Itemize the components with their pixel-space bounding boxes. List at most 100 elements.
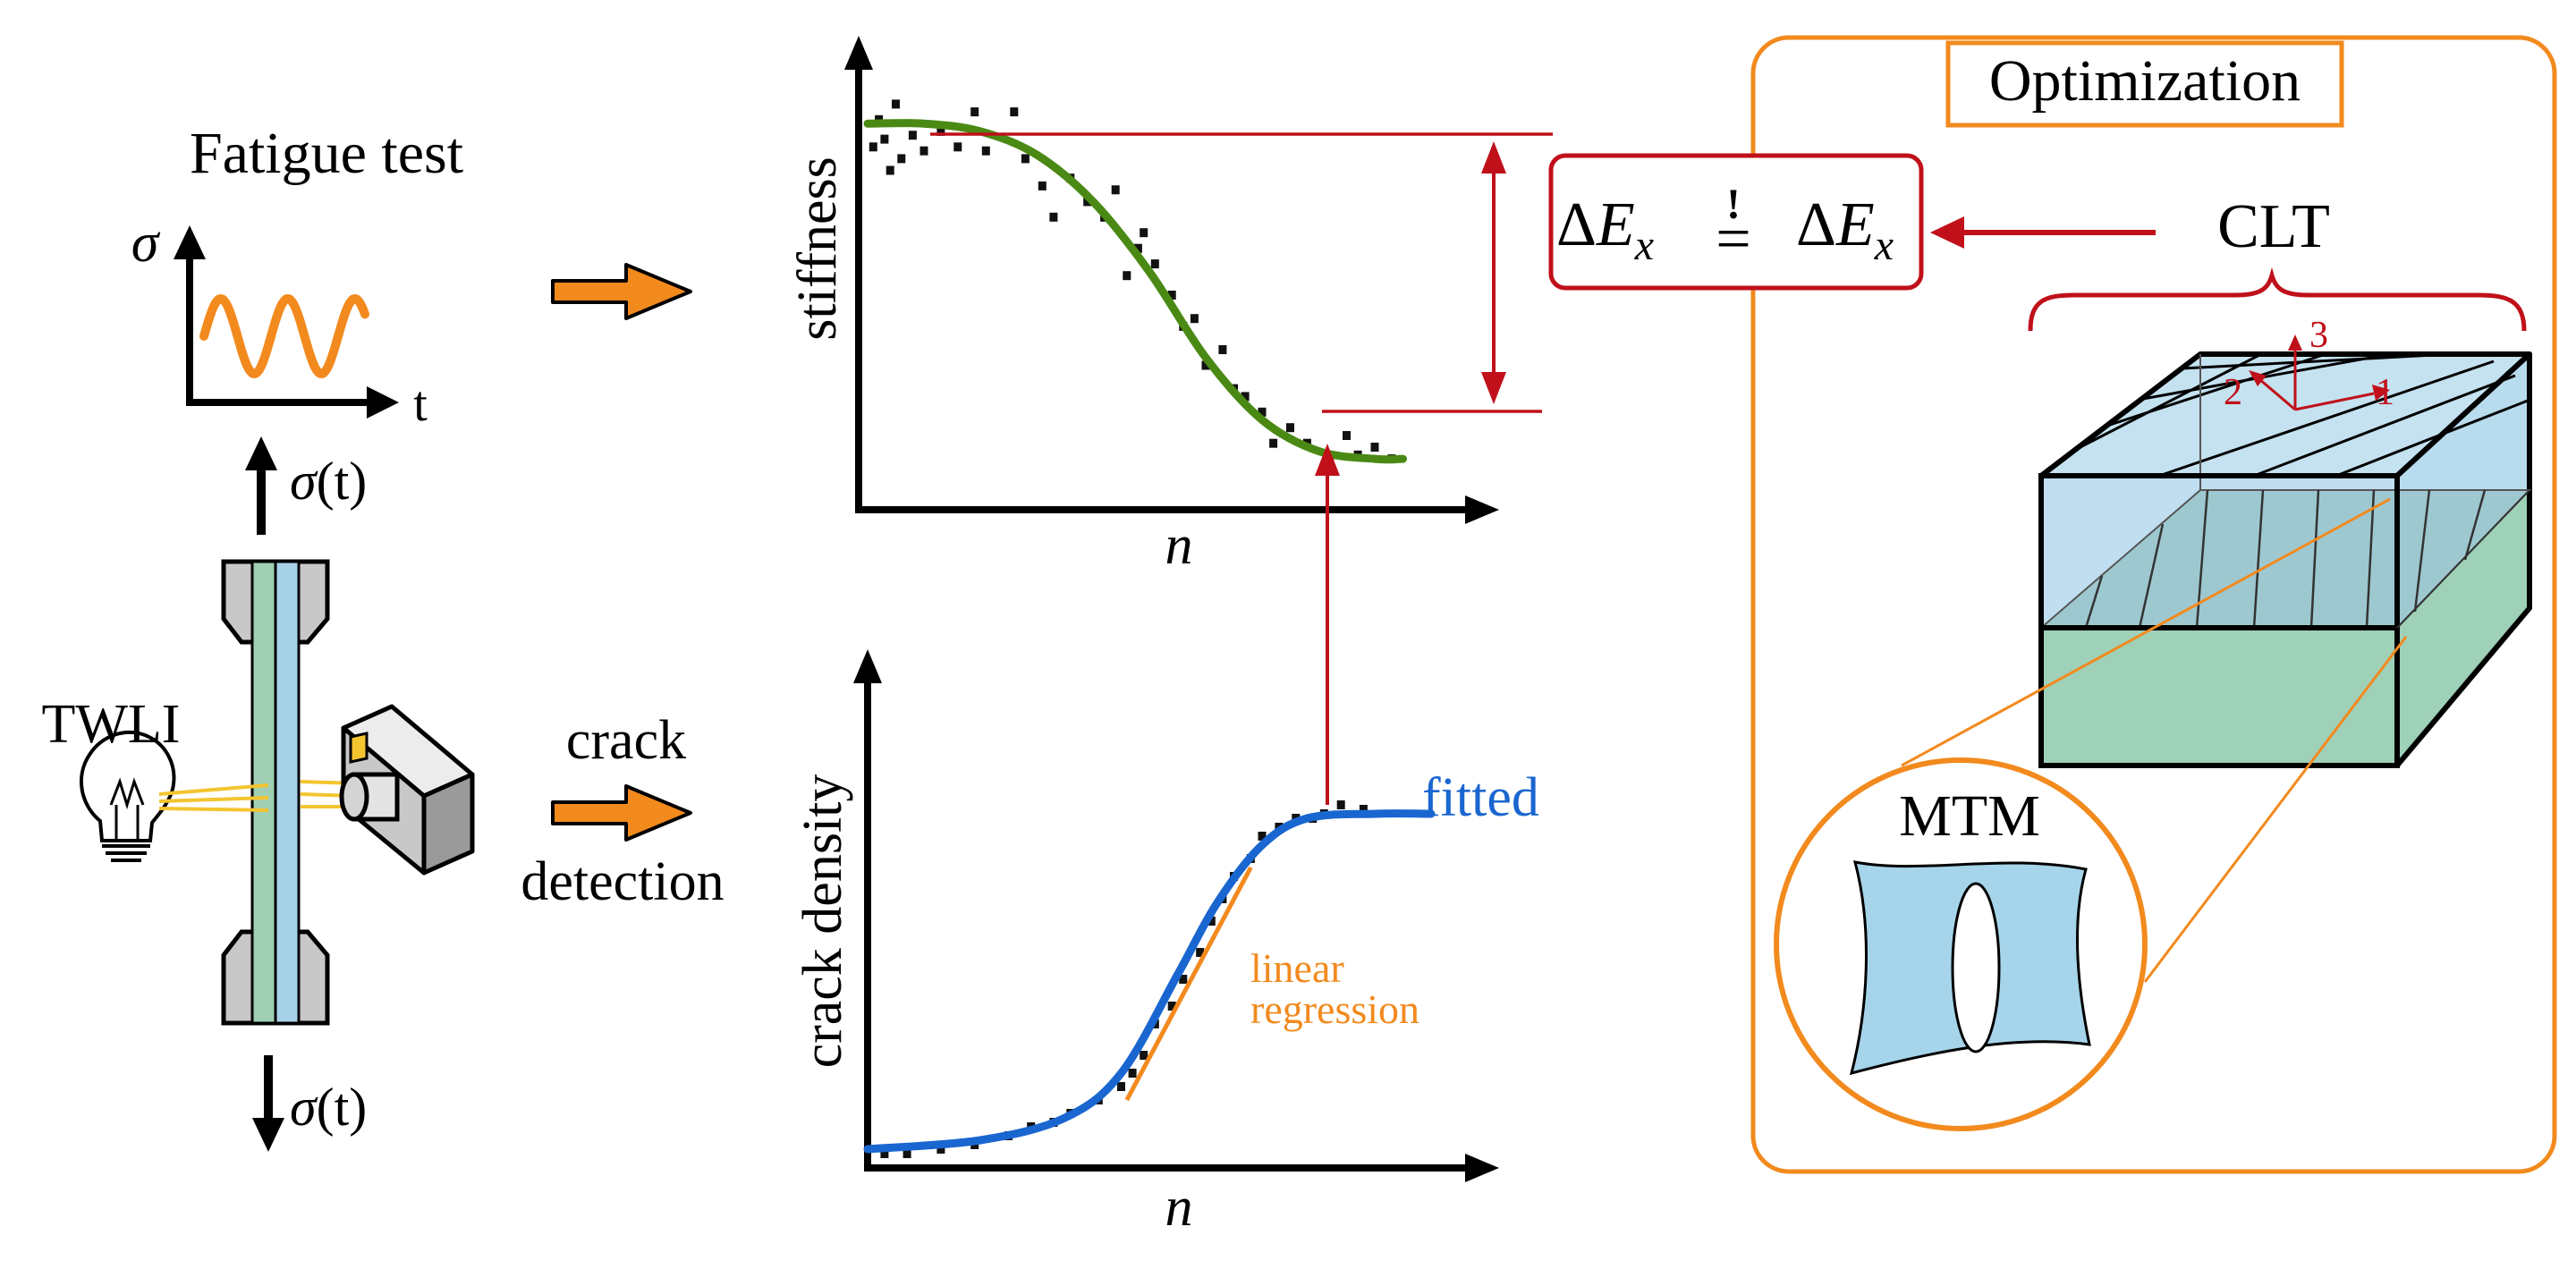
- stiffness-data-point-8: [919, 146, 928, 156]
- linear-regression-line: [1124, 866, 1253, 1102]
- mtm-label: MTM: [1899, 783, 2040, 849]
- crack-data-point-16: [1196, 948, 1205, 957]
- crack-label: crack: [566, 710, 686, 771]
- stiffness-y-arrowhead: [844, 36, 873, 70]
- orange-arrow-to-crack-density: [551, 784, 692, 842]
- light-bulb-icon: [79, 731, 176, 862]
- crack-to-stiffness-link-head: [1315, 444, 1340, 476]
- equation-equals: =: [1716, 205, 1750, 274]
- crack-y-arrowhead: [853, 649, 882, 683]
- laminate-block: [2038, 351, 2532, 768]
- ply-boundary-side: [2396, 489, 2530, 629]
- optimization-frame: [1750, 35, 2557, 1174]
- material-coordinate-system: [2249, 334, 2390, 411]
- crack-data-point-1: [880, 1149, 889, 1158]
- stiffness-data-point-20: [1111, 185, 1120, 195]
- test-specimen: [221, 559, 330, 1026]
- stress-axis-arrowhead: [174, 225, 206, 259]
- load-arrow-down-head: [252, 1118, 284, 1152]
- stiffness-data-point-9: [936, 126, 945, 136]
- axis-label-1: 1: [2376, 372, 2394, 413]
- optimization-title-box: [1945, 40, 2344, 128]
- stiffness-data-points: [869, 99, 1396, 468]
- stiffness-data-point-7: [908, 131, 917, 140]
- zoom-lines: [1901, 497, 2408, 983]
- equation-box: [1548, 153, 1924, 291]
- stiffness-data-point-37: [1343, 431, 1351, 440]
- stiffness-data-point-21: [1123, 271, 1131, 281]
- stiffness-data-point-27: [1190, 314, 1199, 324]
- stiffness-data-point-15: [1038, 181, 1046, 190]
- stiffness-data-point-13: [1010, 107, 1019, 117]
- sigma-top-label: σ(t): [290, 452, 367, 511]
- stiffness-chart: stiffness n: [787, 36, 1499, 576]
- delta-stiffness-arrowhead-bottom: [1481, 372, 1506, 404]
- specimen-ply-green: [250, 560, 277, 1025]
- stiffness-data-point-22: [1133, 243, 1142, 253]
- crack-data-point-11: [1128, 1069, 1137, 1078]
- detection-label: detection: [521, 851, 724, 912]
- crack-data-point-10: [1117, 1082, 1125, 1091]
- fitted-label: fitted: [1422, 767, 1539, 828]
- stiffness-data-point-32: [1258, 407, 1267, 417]
- crack-data-point-14: [1167, 1002, 1176, 1011]
- stiffness-data-point-11: [970, 107, 979, 117]
- twli-label: TWLI: [42, 694, 181, 755]
- stiffness-data-point-23: [1140, 228, 1148, 238]
- top-ply-fibers: [2072, 352, 2529, 478]
- stiffness-data-point-25: [1167, 291, 1176, 300]
- optimization-panel: Optimization ΔEx ! = ΔEx CLT: [1548, 35, 2557, 1174]
- clt-curly-brace: [2028, 266, 2527, 332]
- crack-data-point-3: [936, 1145, 945, 1154]
- fatigue-test-panel: Fatigue test σ t σ(t) σ(t): [42, 121, 724, 1152]
- stiffness-data-point-29: [1218, 345, 1227, 354]
- stiffness-data-point-18: [1083, 197, 1092, 207]
- crack-fitted-curve: [863, 809, 1436, 1154]
- stiffness-data-point-33: [1269, 438, 1278, 448]
- stiffness-data-point-34: [1286, 423, 1294, 433]
- cyclic-load-wave: [199, 294, 369, 378]
- fatigue-test-title: Fatigue test: [190, 121, 463, 186]
- crack-data-point-17: [1207, 917, 1216, 926]
- stiffness-data-point-5: [892, 99, 900, 109]
- block-side-green: [2397, 490, 2529, 766]
- linear-label: linear: [1250, 945, 1344, 991]
- crack-density-chart: crack density n fitted linear regression: [792, 649, 1539, 1238]
- clt-label: CLT: [2217, 192, 2330, 261]
- stiffness-fit-curve: [863, 119, 1407, 464]
- stiffness-data-point-16: [1049, 212, 1058, 222]
- crack-y-label: crack density: [792, 774, 853, 1069]
- specimen-ply-blue: [274, 560, 301, 1025]
- stiffness-data-point-3: [880, 134, 889, 144]
- equation-exclamation: !: [1726, 181, 1741, 228]
- equation-left-term: ΔEx: [1556, 190, 1654, 269]
- block-front-green: [2041, 628, 2397, 766]
- stiffness-data-point-1: [869, 142, 877, 152]
- crack-x-arrowhead: [1465, 1154, 1499, 1182]
- clt-to-equation-arrow-head: [1930, 216, 1964, 249]
- crack-data-point-12: [1140, 1051, 1148, 1060]
- orange-arrow-to-stiffness: [551, 263, 692, 320]
- crack-data-point-27: [1359, 805, 1368, 814]
- stiffness-data-point-31: [1241, 392, 1250, 402]
- load-arrow-up-head: [245, 436, 277, 470]
- axis-label-2: 2: [2224, 372, 2242, 413]
- stiffness-data-point-28: [1201, 360, 1210, 370]
- axis-label-3: 3: [2309, 315, 2328, 356]
- crack-data-point-15: [1179, 975, 1188, 984]
- stress-axis-label: σ: [131, 213, 161, 274]
- delta-stiffness-arrowhead-top: [1481, 141, 1506, 173]
- crack-data-point-2: [902, 1149, 911, 1158]
- optimization-title: Optimization: [1989, 48, 2301, 114]
- equation-right-term: ΔEx: [1796, 190, 1894, 269]
- crack-data-point-26: [1336, 800, 1345, 809]
- sigma-bottom-label: σ(t): [290, 1078, 367, 1137]
- stiffness-data-point-39: [1370, 443, 1379, 452]
- stiffness-data-point-4: [886, 165, 894, 175]
- stiffness-data-point-14: [1021, 154, 1030, 164]
- crack-x-label: n: [1165, 1177, 1193, 1238]
- time-axis-arrowhead: [367, 386, 399, 419]
- stiffness-data-point-6: [897, 154, 906, 164]
